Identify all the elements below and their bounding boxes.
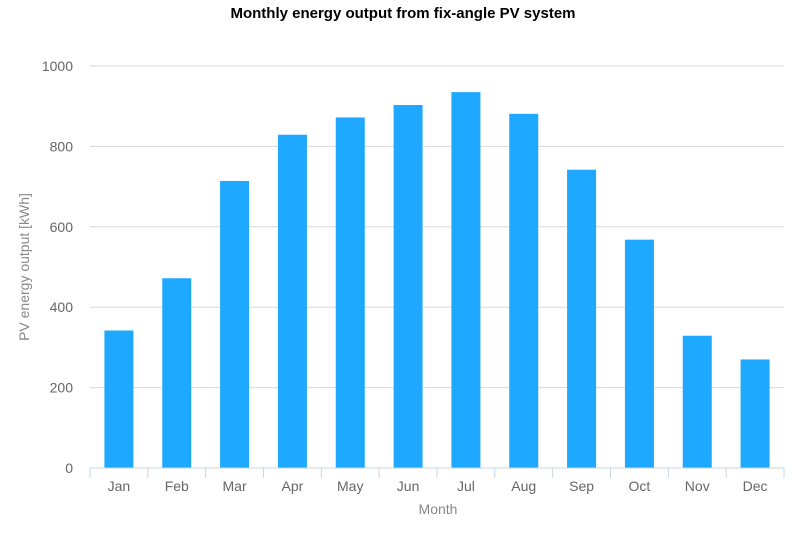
x-tick-label: Apr <box>282 478 304 494</box>
bar-jan[interactable] <box>104 330 134 468</box>
bar-dec[interactable] <box>740 359 770 468</box>
x-tick-label: Oct <box>629 478 651 494</box>
bar-may[interactable] <box>335 117 365 469</box>
bars <box>104 92 770 469</box>
bar-jun[interactable] <box>393 104 423 468</box>
x-axis-label: Month <box>419 501 458 517</box>
bar-mar[interactable] <box>220 180 250 469</box>
y-tick-label: 0 <box>65 460 73 476</box>
x-tick-label: Dec <box>743 478 768 494</box>
bar-oct[interactable] <box>624 239 654 468</box>
x-axis-ticks: Jan Feb Mar Apr May Jun Jul Aug Sep Oct Nov Dec <box>89 468 785 494</box>
gridlines <box>90 65 784 389</box>
x-tick-label: Jan <box>108 478 131 494</box>
x-tick-label: Nov <box>685 478 710 494</box>
y-tick-label: 600 <box>50 219 74 235</box>
x-tick-label: Mar <box>223 478 247 494</box>
bar-sep[interactable] <box>567 169 597 468</box>
x-tick-label: May <box>337 478 363 494</box>
x-tick-label: Feb <box>165 478 189 494</box>
chart-title: Monthly energy output from fix-angle PV … <box>230 5 575 22</box>
x-tick-label: Jul <box>457 478 475 494</box>
bar-nov[interactable] <box>682 335 712 468</box>
x-tick-label: Sep <box>569 478 594 494</box>
y-tick-label: 800 <box>50 138 74 154</box>
y-axis-ticks: 0 200 400 600 800 1000 <box>42 58 73 476</box>
y-tick-label: 200 <box>50 380 74 396</box>
bar-feb[interactable] <box>162 278 192 468</box>
bar-jul[interactable] <box>451 92 481 468</box>
y-axis-label: PV energy output [kWh] <box>16 193 32 341</box>
y-tick-label: 1000 <box>42 58 73 74</box>
bar-aug[interactable] <box>509 113 539 468</box>
x-tick-label: Aug <box>511 478 536 494</box>
bar-apr[interactable] <box>277 134 307 468</box>
y-tick-label: 400 <box>50 299 74 315</box>
x-tick-label: Jun <box>397 478 420 494</box>
